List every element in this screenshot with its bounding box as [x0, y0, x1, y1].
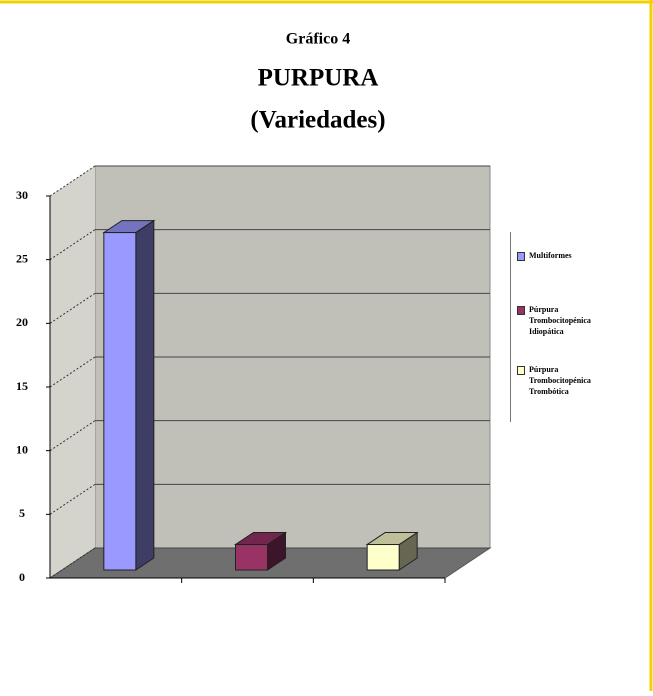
grid-line	[49, 483, 96, 515]
bar-side	[135, 219, 155, 571]
bar	[233, 531, 288, 571]
bar-front	[366, 544, 400, 571]
legend-label: Multiformes	[529, 251, 572, 260]
legend-swatch	[517, 306, 525, 315]
grid-line	[49, 420, 96, 452]
grid-line	[49, 292, 96, 324]
legend: Multiformes Púrpura Trombocitopénica Idio…	[510, 232, 611, 422]
legend-label: Púrpura Trombocitopénica Trombótica	[529, 365, 591, 396]
bar-front	[103, 232, 137, 571]
bar-front	[235, 544, 268, 571]
legend-swatch	[517, 252, 525, 261]
y-tick-label: 25	[16, 251, 28, 265]
side-wall	[50, 166, 95, 578]
y-tick-label: 0	[19, 570, 25, 584]
chart-subtitle-2: (Variedades)	[250, 107, 385, 134]
y-tick-label: 5	[19, 506, 25, 520]
chart-subtitle: PURPURA	[258, 65, 379, 92]
legend-swatch	[517, 366, 525, 375]
legend-item: Púrpura Trombocitopénica Idiopática	[517, 304, 609, 337]
grid-line	[49, 356, 96, 388]
grid-line	[49, 547, 96, 579]
bar	[365, 531, 419, 571]
chart-title: Gráfico 4	[286, 31, 350, 48]
bar	[102, 219, 156, 571]
legend-item: Multiformes	[517, 250, 609, 261]
legend-label: Púrpura Trombocitopénica Idiopática	[529, 305, 591, 336]
y-tick-label: 15	[16, 379, 28, 393]
y-tick-label: 10	[16, 442, 28, 456]
y-tick-label: 30	[16, 188, 28, 202]
grid-line	[49, 165, 96, 197]
legend-item: Púrpura Trombocitopénica Trombótica	[517, 364, 609, 397]
y-tick-label: 20	[16, 315, 28, 329]
grid-line	[49, 229, 96, 261]
